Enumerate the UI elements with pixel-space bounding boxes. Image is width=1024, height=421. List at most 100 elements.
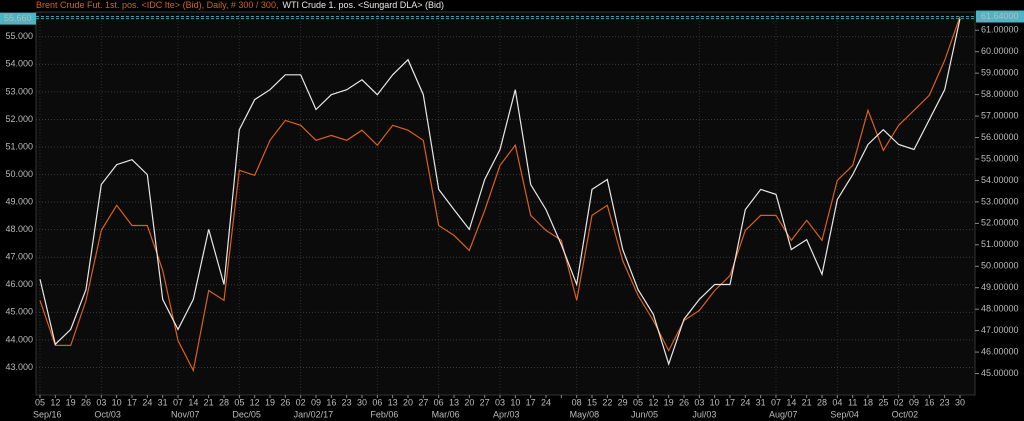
x-tick-label: 07 [173, 397, 183, 407]
x-tick-label: 24 [740, 397, 750, 407]
y2-tick-label: 52.00000 [981, 218, 1019, 228]
y-tick-label: 54.000 [5, 59, 33, 69]
x-tick-label: 09 [909, 397, 919, 407]
x-tick-label: 20 [464, 397, 474, 407]
x-tick-label: 27 [418, 397, 428, 407]
x-tick-label: 10 [710, 397, 720, 407]
x-tick-label: 28 [219, 397, 229, 407]
y-tick-label: 48.000 [5, 224, 33, 234]
y-tick-label: 49.000 [5, 196, 33, 206]
last-value-box [0, 12, 36, 25]
x-tick-label: 26 [280, 397, 290, 407]
x-tick-label: 31 [756, 397, 766, 407]
x-tick-label: 17 [526, 397, 536, 407]
line [39, 16, 961, 373]
last-value-label: 55.660 [4, 13, 32, 23]
y2-tick-label: 57.00000 [981, 110, 1019, 120]
month-label: Jul/03 [692, 409, 716, 419]
y-tick-label: 46.000 [5, 279, 33, 289]
y2-tick-label: 58.00000 [981, 89, 1019, 99]
x-tick-label: 21 [204, 397, 214, 407]
x-tick-label: 16 [924, 397, 934, 407]
x-tick-label: 12 [648, 397, 658, 407]
x-tick-label: 05 [35, 397, 45, 407]
month-label: Mar/06 [432, 409, 460, 419]
x-tick-label: 20 [403, 397, 413, 407]
x-tick-label: 31 [158, 397, 168, 407]
month-label: Sep/04 [830, 409, 859, 419]
x-tick-label: 26 [679, 397, 689, 407]
x-tick-label: 07 [771, 397, 781, 407]
x-tick-label: 30 [357, 397, 367, 407]
month-label: May/08 [570, 409, 600, 419]
x-tick-label: 03 [96, 397, 106, 407]
month-label: Jun/05 [631, 409, 658, 419]
x-tick-label: 25 [878, 397, 888, 407]
y-tick-label: 53.000 [5, 86, 33, 96]
x-tick-label: 28 [817, 397, 827, 407]
x-tick-label: 29 [618, 397, 628, 407]
y2-tick-label: 59.00000 [981, 68, 1019, 78]
x-tick-label: 10 [112, 397, 122, 407]
month-label: Nov/07 [171, 409, 200, 419]
month-label: Sep/16 [33, 409, 62, 419]
x-tick-label: 08 [572, 397, 582, 407]
x-tick-label: 30 [955, 397, 965, 407]
y2-tick-label: 56.00000 [981, 132, 1019, 142]
legend: Brent Crude Fut. 1st. pos. <IDC Ite> (Bi… [36, 0, 444, 10]
month-label: Oct/02 [892, 409, 919, 419]
last-value-label: 61.64000 [981, 11, 1019, 21]
line [39, 18, 961, 367]
x-tick-label: 02 [894, 397, 904, 407]
y2-tick-label: 49.00000 [981, 282, 1019, 292]
x-tick-label: 14 [786, 397, 796, 407]
y2-tick-label: 61.00000 [981, 25, 1019, 35]
x-tick-label: 15 [587, 397, 597, 407]
x-tick-label: 23 [342, 397, 352, 407]
x-tick-label: 10 [510, 397, 520, 407]
x-tick-label: 03 [694, 397, 704, 407]
x-tick-label: 18 [863, 397, 873, 407]
y-tick-label: 44.000 [5, 334, 33, 344]
y2-tick-label: 54.00000 [981, 175, 1019, 185]
x-tick-label: 12 [250, 397, 260, 407]
x-tick-label: 11 [848, 397, 857, 407]
x-tick-label: 22 [602, 397, 612, 407]
month-label: Jan/02/17 [294, 409, 334, 419]
y2-tick-label: 55.00000 [981, 153, 1019, 163]
x-tick-label: 16 [326, 397, 336, 407]
x-tick-label: 24 [142, 397, 152, 407]
month-label: Dec/05 [232, 409, 261, 419]
x-tick-label: 17 [725, 397, 735, 407]
month-label: Aug/07 [769, 409, 798, 419]
x-tick-label: 17 [127, 397, 137, 407]
y2-tick-label: 47.00000 [981, 325, 1019, 335]
y2-tick-label: 45.00000 [981, 368, 1019, 378]
plot-area [35, 11, 976, 396]
month-label: Feb/06 [370, 409, 398, 419]
y2-tick-label: 51.00000 [981, 239, 1019, 249]
legend-entry: WTI Crude 1. pos. <Sungard DLA> (Bid) [282, 0, 444, 10]
y2-tick-label: 60.00000 [981, 46, 1019, 56]
x-tick-label: 13 [388, 397, 398, 407]
x-tick-label: 06 [372, 397, 382, 407]
x-tick-label: 19 [265, 397, 275, 407]
y-tick-label: 52.000 [5, 114, 33, 124]
y-tick-label: 55.000 [5, 31, 33, 41]
last-value-box [976, 10, 1024, 23]
x-tick-label: 02 [296, 397, 306, 407]
x-tick-label: 21 [802, 397, 812, 407]
month-label: Oct/03 [94, 409, 121, 419]
y2-tick-label: 46.00000 [981, 346, 1019, 356]
x-tick-label: 27 [480, 397, 490, 407]
y2-tick-label: 53.00000 [981, 196, 1019, 206]
month-label: Apr/03 [493, 409, 520, 419]
y2-tick-label: 50.00000 [981, 261, 1019, 271]
x-tick-label: 24 [541, 397, 551, 407]
x-tick-label: 05 [234, 397, 244, 407]
x-tick-label: 19 [66, 397, 76, 407]
y-tick-label: 43.000 [5, 362, 33, 372]
x-tick-label: 26 [81, 397, 91, 407]
y-tick-label: 47.000 [5, 252, 33, 262]
